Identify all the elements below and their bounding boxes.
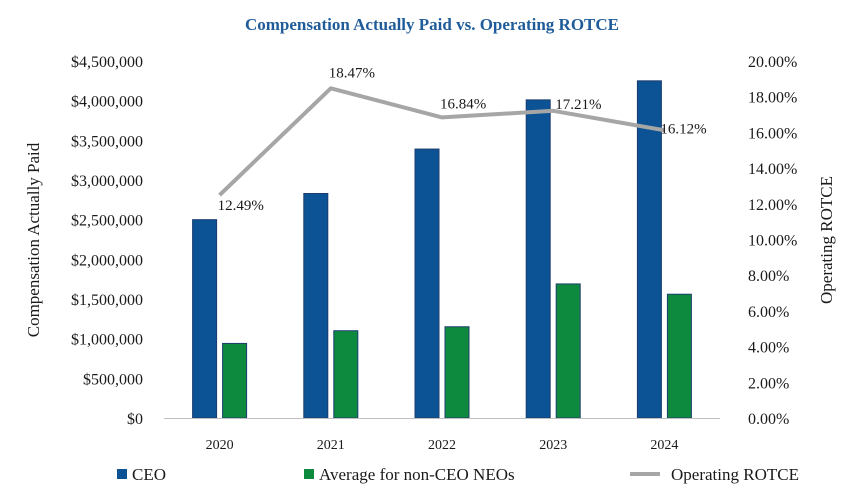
x-tick-label: 2021	[317, 438, 345, 453]
x-tick-label: 2022	[428, 438, 456, 453]
rotce-data-label: 16.84%	[440, 96, 486, 112]
y2-tick-label: 10.00%	[748, 233, 797, 250]
rotce-data-label: 18.47%	[329, 65, 375, 81]
neo-bar	[333, 330, 359, 419]
y-tick-label: $1,000,000	[71, 332, 143, 349]
y-tick-label: $2,000,000	[71, 252, 143, 269]
rotce-data-label: 17.21%	[555, 97, 601, 113]
y-tick-label: $4,000,000	[71, 94, 143, 111]
chart-title: Compensation Actually Paid vs. Operating…	[245, 15, 619, 34]
neo-bar	[666, 293, 692, 419]
plot-area: $0 $500,000 $1,000,000 $1,500,000 $2,000,000…	[71, 54, 797, 453]
y-tick-label: $0	[127, 411, 143, 428]
x-tick-label: 2023	[539, 438, 567, 453]
y2-tick-label: 6.00%	[748, 304, 789, 321]
legend-ceo-label: CEO	[132, 465, 166, 484]
neo-bar	[222, 342, 248, 419]
legend: CEO Average for non-CEO NEOs Operating ROT…	[117, 465, 799, 484]
y2-tick-label: 18.00%	[748, 90, 797, 107]
legend-rotce-label: Operating ROTCE	[671, 465, 799, 484]
y-tick-label: $500,000	[83, 371, 143, 388]
y2-tick-label: 14.00%	[748, 161, 797, 178]
y2-tick-label: 8.00%	[748, 268, 789, 285]
y-tick-label: $3,000,000	[71, 173, 143, 190]
y2-tick-label: 0.00%	[748, 411, 789, 428]
y-tick-label: $2,500,000	[71, 213, 143, 230]
y-tick-label: $4,500,000	[71, 54, 143, 71]
y2-tick-label: 20.00%	[748, 54, 797, 71]
ceo-bar	[636, 80, 662, 419]
ceo-bar	[525, 99, 551, 419]
y2-axis-label: Operating ROTCE	[817, 176, 836, 304]
neo-bar	[444, 326, 470, 419]
neo-bar	[555, 283, 581, 419]
rotce-data-label: 16.12%	[660, 121, 706, 137]
rotce-data-label: 12.49%	[218, 198, 264, 214]
ceo-bar	[414, 148, 440, 419]
y-tick-label: $1,500,000	[71, 292, 143, 309]
y2-tick-label: 2.00%	[748, 375, 789, 392]
rotce-line	[218, 86, 665, 197]
y2-tick-label: 12.00%	[748, 197, 797, 214]
y2-tick-label: 16.00%	[748, 125, 797, 142]
ceo-bar	[303, 192, 329, 419]
y-tick-label: $3,500,000	[71, 133, 143, 150]
y-axis-label: Compensation Actually Paid	[24, 142, 43, 337]
legend-neo-swatch	[304, 469, 314, 479]
legend-ceo-swatch	[117, 469, 127, 479]
y2-tick-label: 4.00%	[748, 340, 789, 357]
ceo-bar	[192, 219, 218, 419]
x-tick-label: 2024	[650, 438, 678, 453]
legend-neo-label: Average for non-CEO NEOs	[319, 465, 515, 484]
x-tick-label: 2020	[206, 438, 234, 453]
